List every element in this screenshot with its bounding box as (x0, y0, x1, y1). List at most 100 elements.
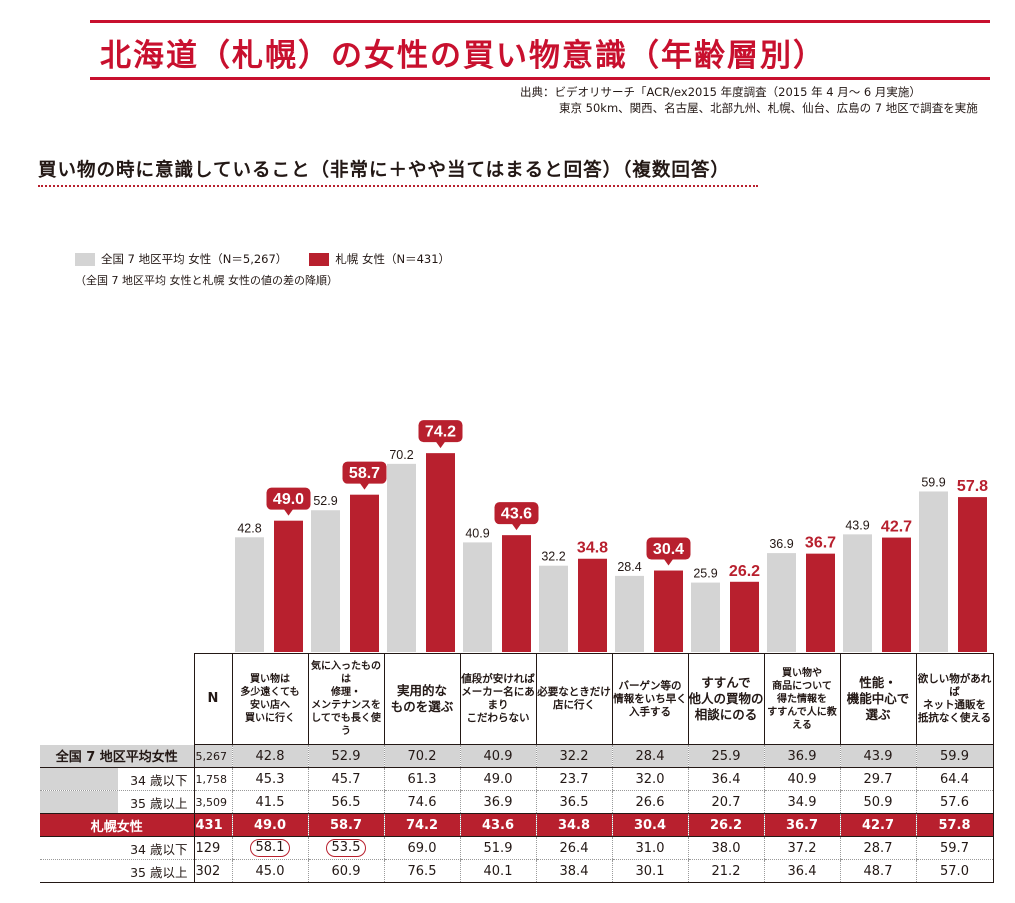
data-callout-sapporo: 30.4 (646, 537, 691, 566)
data-callout-sapporo: 43.6 (494, 502, 539, 531)
table-cell-value: 36.7 (763, 813, 840, 837)
table-cell-value: 30.1 (611, 859, 688, 883)
table-header-line: 入手する (629, 705, 671, 718)
table-cell-value: 50.9 (839, 790, 916, 814)
table-header-line: 安い店へ (250, 700, 290, 711)
table-header-line: 修理・ (331, 687, 361, 698)
data-label-national: 36.9 (769, 537, 793, 551)
table-header-line: 気に入ったものは (311, 661, 381, 685)
table-header-line: 抵抗なく使える (917, 712, 992, 724)
table-cell-value: 69.0 (383, 836, 460, 860)
highlighted-value: 58.1 (249, 839, 291, 857)
table-cell-value: 21.2 (687, 859, 764, 883)
table-cell-value: 38.0 (687, 836, 764, 860)
bar-national (539, 565, 568, 652)
data-label-national: 43.9 (845, 518, 869, 532)
table-header-line: バーゲン等の (618, 679, 682, 692)
table-row-label: 34 歳以下 (40, 836, 194, 860)
table-cell-n: 302 (193, 859, 232, 883)
table-header-line: 必要なときだけ (537, 686, 611, 698)
table-cell-value: 31.0 (611, 836, 688, 860)
table-cell-value: 28.7 (839, 836, 916, 860)
table-header-category: 実用的な ものを選ぶ (383, 653, 461, 745)
table-cell-value: 56.5 (307, 790, 384, 814)
table-header-line: 買いに行く (245, 713, 295, 724)
table-cell-value: 57.6 (915, 790, 994, 814)
table-cell-value: 28.4 (611, 744, 688, 768)
table-cell-value: 76.5 (383, 859, 460, 883)
data-label-sapporo: 58.7 (349, 465, 380, 482)
subtitle-dotted-rule (38, 185, 758, 187)
table-header-line: メーカー名にあまり (461, 686, 535, 711)
data-label-sapporo: 30.4 (653, 541, 684, 558)
table-header-line: 多少遠くても (240, 687, 300, 698)
table-cell-value: 60.9 (307, 859, 384, 883)
table-cell-value: 36.4 (687, 767, 764, 791)
bar-sapporo (578, 558, 607, 652)
data-table: N 買い物は 多少遠くても 安い店へ 買いに行く 気に入ったものは 修理・ メンテナンスを して… (40, 653, 994, 883)
table-header-line: 買い物は (250, 674, 290, 685)
table-cell-value: 36.9 (763, 744, 840, 768)
table-header-category: 欲しい物があれば ネット通販を 抵抗なく使える (915, 653, 994, 745)
bar-sapporo (730, 581, 759, 652)
data-label-sapporo: 49.0 (273, 491, 304, 508)
highlighted-value: 53.5 (325, 839, 367, 857)
table-cell-value: 74.6 (383, 790, 460, 814)
table-cell-value: 57.0 (915, 859, 994, 883)
legend-item-national: 全国 7 地区平均 女性（N＝5,267） (75, 251, 287, 267)
table-cell-n: 129 (193, 836, 232, 860)
table-cell-value: 58.7 (307, 813, 384, 837)
title-bottom-rule (90, 77, 990, 80)
table-cell-value: 51.9 (459, 836, 536, 860)
table-cell-value: 61.3 (383, 767, 460, 791)
table-cell-value: 40.9 (459, 744, 536, 768)
bar-national (691, 582, 720, 652)
table-header-line: 他人の買物の (688, 691, 764, 706)
table-header-line: してでも長く使う (311, 713, 381, 737)
table-cell-value: 43.9 (839, 744, 916, 768)
chart-legend: 全国 7 地区平均 女性（N＝5,267） 札幌 女性（N＝431） (75, 251, 472, 267)
table-cell-value: 25.9 (687, 744, 764, 768)
table-header-category: すすんで 他人の買物の 相談にのる (687, 653, 765, 745)
table-row: 全国 7 地区平均女性 5,267 42.8 52.9 70.2 40.9 32.2 28.4… (40, 744, 994, 768)
legend-sort-note: （全国 7 地区平均 女性と札幌 女性の値の差の降順） (75, 274, 338, 287)
bar-national (843, 534, 872, 652)
table-cell-value: 23.7 (535, 767, 612, 791)
table-cell-n: 3,509 (193, 790, 232, 814)
table-cell-value: 34.9 (763, 790, 840, 814)
title-top-rule (90, 20, 990, 23)
data-label-national: 70.2 (389, 448, 413, 462)
bar-national (767, 553, 796, 652)
data-label-sapporo: 34.8 (577, 540, 608, 557)
table-cell-value: 32.2 (535, 744, 612, 768)
table-cell-value: 42.8 (231, 744, 308, 768)
table-cell-value: 38.4 (535, 859, 612, 883)
table-cell-value: 26.2 (687, 813, 764, 837)
table-cell-value: 74.2 (383, 813, 460, 837)
bar-sapporo (882, 537, 911, 652)
data-label-sapporo: 26.2 (729, 563, 760, 580)
table-cell-value: 45.3 (231, 767, 308, 791)
table-cell-value: 45.7 (307, 767, 384, 791)
legend-swatch-red (309, 252, 330, 266)
table-header-line: メンテナンスを (311, 700, 381, 711)
data-label-national: 52.9 (313, 494, 337, 508)
table-cell-value: 30.4 (611, 813, 688, 837)
table-cell-value: 26.6 (611, 790, 688, 814)
bar-national (235, 537, 264, 652)
table-cell-value: 40.1 (459, 859, 536, 883)
data-label-national: 42.8 (237, 521, 261, 535)
bar-sapporo (502, 535, 531, 652)
table-cell-value: 26.4 (535, 836, 612, 860)
table-header-line: こだわらない (466, 712, 530, 724)
table-header-line: 店に行く (553, 699, 595, 711)
table-cell-value: 64.4 (915, 767, 994, 791)
table-row-label: 35 歳以上 (40, 859, 194, 883)
table-row: 34 歳以下 1,758 45.3 45.7 61.3 49.0 23.7 32.0 36.4 4… (40, 767, 994, 791)
source-line-2: 東京 50km、関西、名古屋、北部九州、札幌、仙台、広島の 7 地区で調査を実施 (559, 101, 978, 115)
source-note: 出典：ビデオリサーチ「ACR/ex2015 年度調査（2015 年 4 月〜 6… (520, 84, 978, 116)
table-header-line: ものを選ぶ (390, 699, 454, 714)
table-row: 札幌女性 431 49.0 58.7 74.2 43.6 34.8 30.4 26.2 36.7 4… (40, 813, 994, 837)
table-row: 34 歳以下 129 58.1 53.5 69.0 51.9 26.4 31.0 38.0 37.… (40, 836, 994, 860)
data-label-national: 25.9 (693, 567, 717, 581)
